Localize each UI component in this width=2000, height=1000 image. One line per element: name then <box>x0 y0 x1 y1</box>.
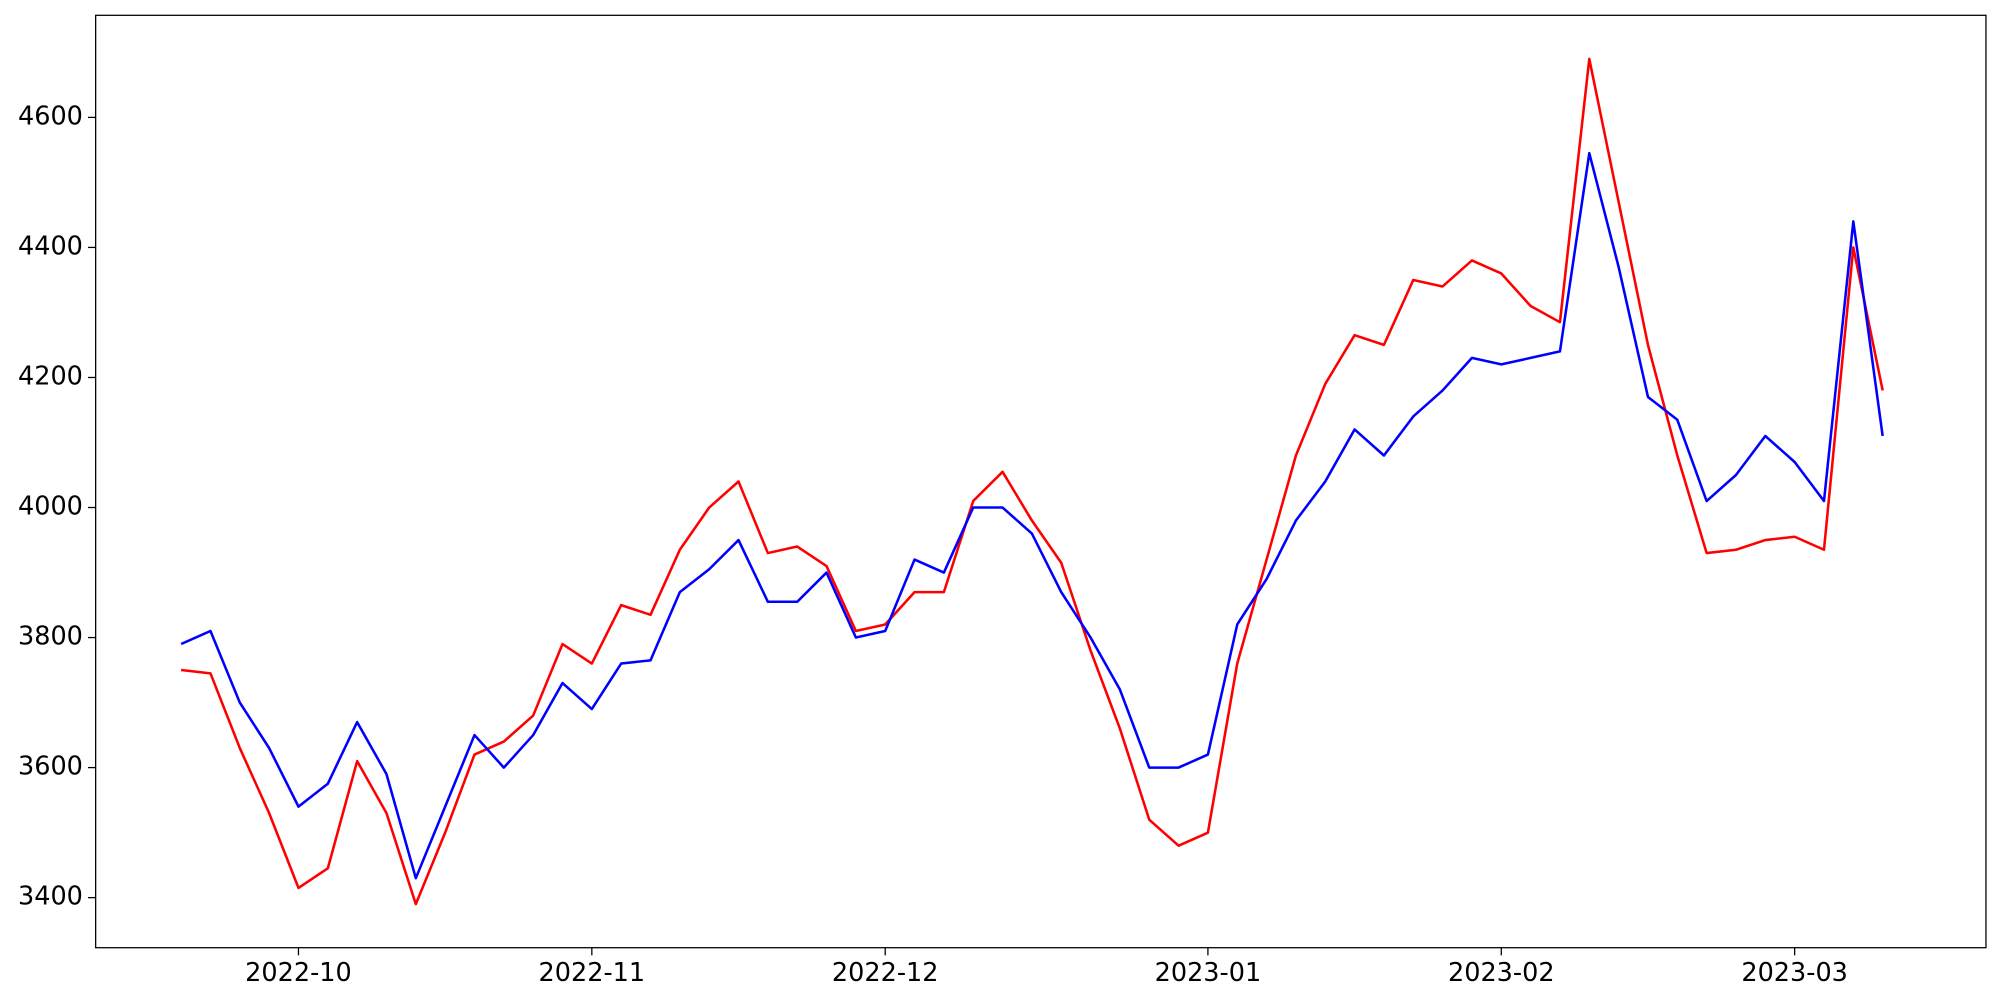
y-tick-label: 4200 <box>18 361 83 391</box>
plot-frame <box>95 14 1987 949</box>
line-series <box>180 57 1884 906</box>
y-tick-label: 3400 <box>18 882 83 912</box>
y-tick-label: 3800 <box>18 622 83 652</box>
x-tick-label: 2023-03 <box>1741 958 1848 988</box>
line-series <box>180 151 1884 880</box>
y-tick-label: 4600 <box>18 101 83 131</box>
y-tick-label: 4000 <box>18 492 83 522</box>
x-tick-label: 2022-11 <box>539 958 646 988</box>
y-tick-label: 3600 <box>18 752 83 782</box>
x-tick-label: 2022-12 <box>832 958 939 988</box>
x-tick-label: 2022-10 <box>245 958 352 988</box>
x-tick-label: 2023-02 <box>1448 958 1555 988</box>
y-tick-label: 4400 <box>18 231 83 261</box>
x-tick-label: 2023-01 <box>1155 958 1262 988</box>
